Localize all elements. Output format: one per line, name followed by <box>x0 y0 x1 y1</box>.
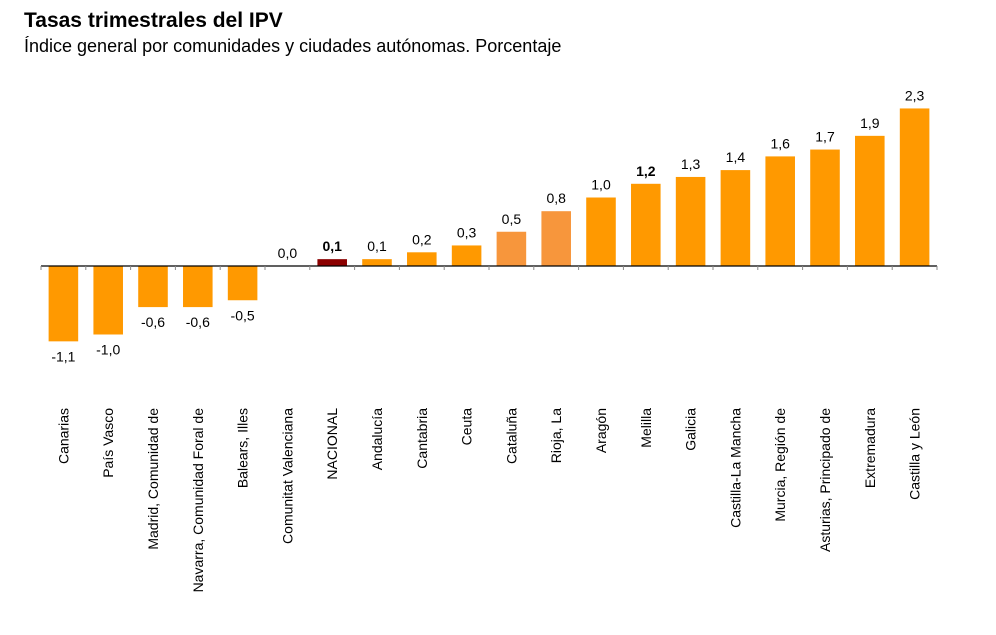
bar <box>899 108 930 266</box>
data-label: -0,6 <box>186 314 210 330</box>
data-label: 0,5 <box>502 211 522 227</box>
category-label: Andalucía <box>369 408 385 470</box>
bar <box>317 259 347 266</box>
data-label: 0,2 <box>412 231 432 247</box>
data-label: -1,0 <box>96 342 120 358</box>
bar <box>720 170 751 266</box>
category-label: Castilla-La Mancha <box>727 408 743 528</box>
data-label: 0,3 <box>457 224 477 240</box>
category-label: NACIONAL <box>324 408 340 480</box>
bar <box>586 197 616 266</box>
bar <box>407 252 437 266</box>
data-label: 0,1 <box>367 238 387 254</box>
category-label: Madrid, Comunidad de <box>145 408 161 550</box>
category-label: Melilla <box>638 408 654 448</box>
category-label: País Vasco <box>100 408 116 478</box>
data-label: 0,0 <box>278 245 298 261</box>
category-label: Comunitat Valenciana <box>279 408 295 544</box>
bar <box>541 211 571 266</box>
category-label: Ceuta <box>459 408 475 446</box>
bar <box>451 245 482 266</box>
chart-subtitle: Índice general por comunidades y ciudade… <box>24 36 562 56</box>
category-label: Castilla y León <box>907 408 923 500</box>
x-axis-ticks-group <box>40 266 938 270</box>
bar <box>631 183 661 266</box>
data-label: 1,9 <box>860 115 880 131</box>
category-label: Galicia <box>683 408 699 451</box>
data-label: 0,1 <box>322 238 342 254</box>
bar <box>810 149 840 266</box>
bar <box>765 156 795 266</box>
data-label: 1,4 <box>726 149 746 165</box>
bar <box>227 266 258 301</box>
bar <box>48 266 79 342</box>
chart-title: Tasas trimestrales del IPV <box>24 9 283 32</box>
bar <box>675 176 706 266</box>
category-label: Balears, Illes <box>235 408 251 488</box>
data-label: -0,6 <box>141 314 165 330</box>
data-label: -0,5 <box>231 307 255 323</box>
data-label: 1,3 <box>681 156 701 172</box>
category-label: Murcia, Región de <box>772 408 788 522</box>
category-label: Canarias <box>55 408 71 464</box>
data-label: 0,8 <box>546 190 566 206</box>
category-label: Navarra, Comunidad Foral de <box>190 408 206 593</box>
value-labels-group: -1,1 -1,0 -0,6 -0,6 -0,5 0,0 0,1 0,1 0,2 0,3 0,5 0,… <box>51 87 924 364</box>
category-label: Rioja, La <box>548 408 564 463</box>
data-label: 1,0 <box>591 177 611 193</box>
data-label: -1,1 <box>51 348 75 364</box>
data-label: 1,2 <box>636 163 656 179</box>
category-labels-group: Canarias País Vasco Madrid, Comunidad de Na… <box>55 408 922 593</box>
category-label: Extremadura <box>862 408 878 488</box>
category-label: Cataluña <box>503 408 519 464</box>
bar <box>183 266 213 308</box>
bar <box>496 231 527 266</box>
bar <box>93 266 123 335</box>
bar <box>855 135 885 266</box>
bar <box>362 259 392 266</box>
data-label: 2,3 <box>905 87 925 103</box>
category-label: Cantabria <box>414 408 430 469</box>
category-label: Asturias, Principado de <box>817 408 833 552</box>
category-label: Aragón <box>593 408 609 453</box>
bar <box>138 266 168 308</box>
data-label: 1,6 <box>770 135 790 151</box>
data-label: 1,7 <box>815 129 835 145</box>
bars-group <box>48 108 930 342</box>
